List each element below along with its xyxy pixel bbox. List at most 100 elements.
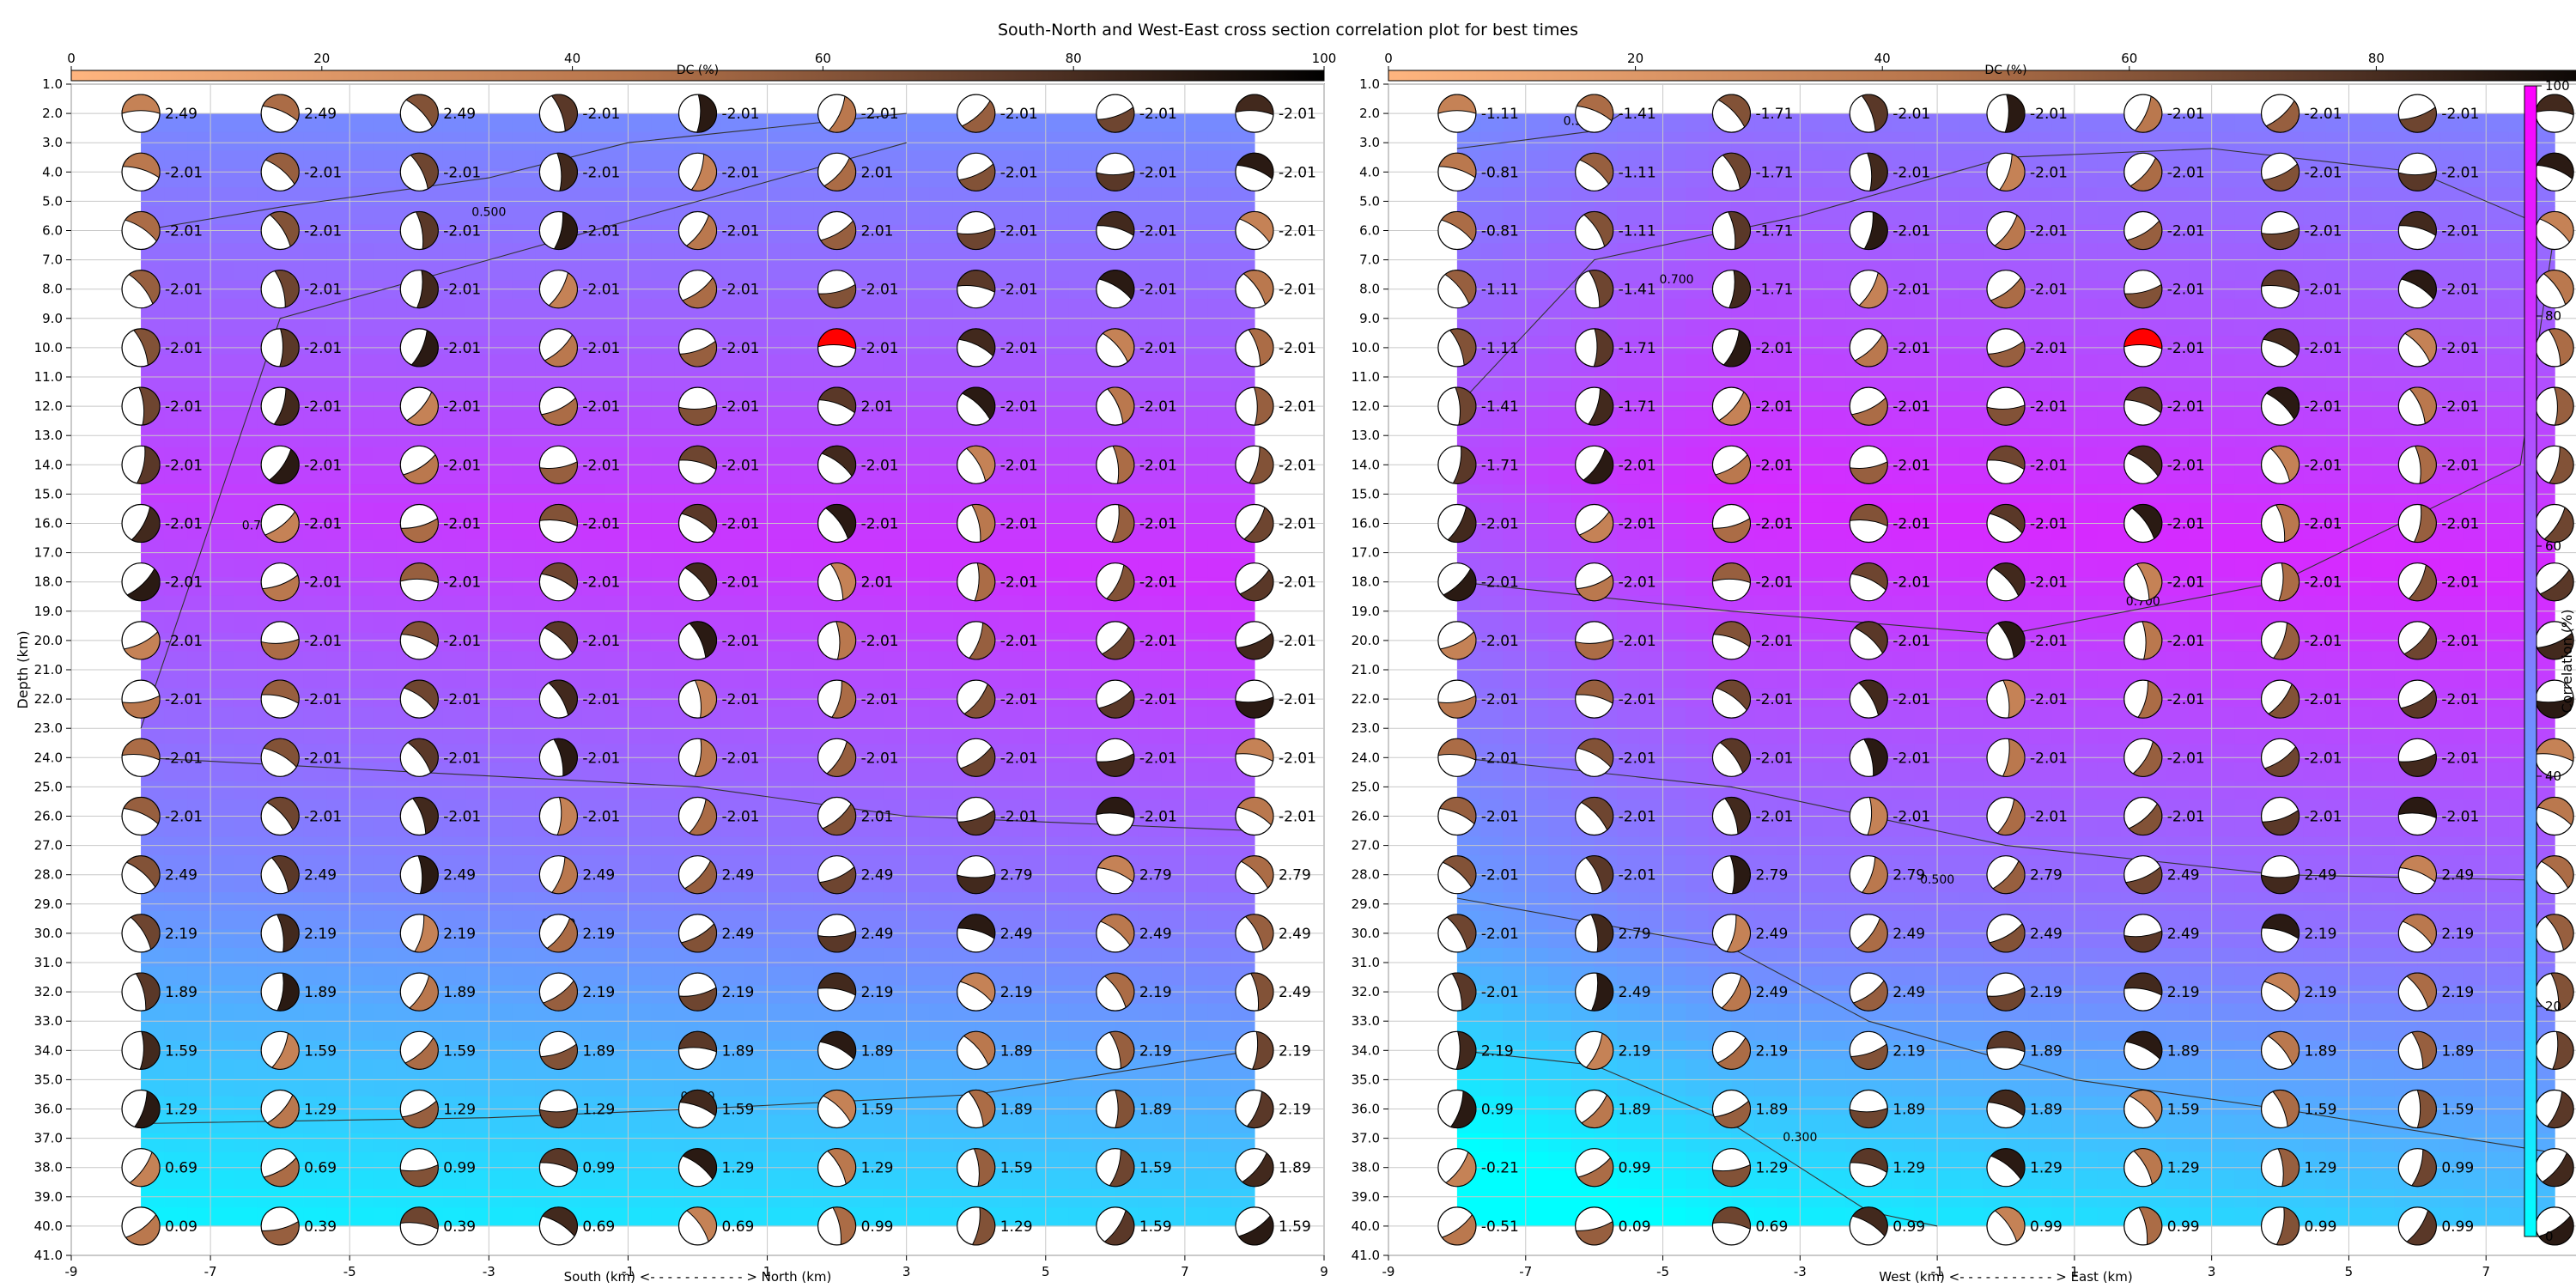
heatmap-cell <box>1207 261 1232 282</box>
heatmap-cell <box>651 150 676 170</box>
heatmap-cell <box>1800 910 1824 930</box>
heatmap-cell <box>1184 373 1209 392</box>
heatmap-cell <box>234 614 258 634</box>
heatmap-cell <box>234 929 258 949</box>
heatmap-cell <box>999 707 1024 726</box>
mechanism-label: -2.01 <box>722 164 760 181</box>
heatmap-cell <box>929 317 954 337</box>
heatmap-cell <box>373 892 397 912</box>
heatmap-cell <box>790 1022 815 1042</box>
heatmap-cell <box>581 150 606 170</box>
heatmap-cell <box>373 1115 397 1134</box>
heatmap-cell <box>558 187 583 207</box>
dc-colorbar-tick-label: 40 <box>564 51 580 66</box>
heatmap-cell <box>1138 1022 1163 1042</box>
heatmap-cell <box>187 261 211 282</box>
heatmap-cell <box>1207 577 1232 597</box>
heatmap-cell <box>164 595 188 615</box>
heatmap-cell <box>512 224 536 244</box>
heatmap-cell <box>210 595 234 615</box>
heatmap-cell <box>1822 577 1847 597</box>
heatmap-cell <box>1686 762 1710 782</box>
heatmap-cell <box>929 502 954 522</box>
beach-ball <box>121 738 161 777</box>
heatmap-cell <box>1068 1207 1093 1227</box>
heatmap-cell <box>234 744 258 763</box>
heatmap-cell <box>605 243 629 263</box>
heatmap-cell <box>1184 910 1209 930</box>
heatmap-cell <box>1777 651 1801 671</box>
heatmap-cell <box>234 651 258 671</box>
heatmap-cell <box>512 1133 536 1153</box>
heatmap-cell <box>1708 539 1733 560</box>
heatmap-cell <box>1662 1207 1686 1227</box>
heatmap-cell <box>489 150 513 170</box>
y-tick-label: 9.0 <box>42 311 63 326</box>
heatmap-cell <box>1138 299 1163 319</box>
heatmap-cell <box>349 392 374 411</box>
mechanism-label: 2.19 <box>1139 1042 1172 1060</box>
heatmap-cell <box>326 280 350 300</box>
heatmap-cell <box>210 224 234 244</box>
heatmap-cell <box>581 521 606 541</box>
beach-ball <box>538 328 578 368</box>
heatmap-cell <box>234 168 258 189</box>
heatmap-cell <box>1548 502 1572 522</box>
heatmap-cell <box>442 836 466 856</box>
mechanism-label: 1.89 <box>1000 1042 1033 1060</box>
heatmap-cell <box>303 131 327 151</box>
heatmap-cell <box>465 1022 489 1042</box>
heatmap-cell <box>442 280 466 300</box>
heatmap-cell <box>1068 150 1093 170</box>
beach-ball <box>399 386 439 426</box>
heatmap-cell <box>210 280 234 300</box>
heatmap-cell <box>373 762 397 782</box>
beach-ball <box>260 386 300 426</box>
heatmap-cell <box>210 1059 234 1078</box>
heatmap-cell <box>929 299 954 319</box>
heatmap-cell <box>489 299 513 319</box>
heatmap-cell <box>164 929 188 949</box>
heatmap-cell <box>349 539 374 560</box>
heatmap-cell <box>1548 354 1572 374</box>
heatmap-cell <box>164 224 188 244</box>
heatmap-cell <box>326 929 350 949</box>
mechanism-label: 1.59 <box>1139 1218 1172 1236</box>
heatmap-cell <box>581 1003 606 1023</box>
heatmap-cell <box>1525 299 1550 319</box>
heatmap-cell <box>326 317 350 337</box>
heatmap-cell <box>164 1003 188 1023</box>
heatmap-cell <box>465 1078 489 1097</box>
heatmap-cell <box>651 1115 676 1134</box>
heatmap-cell <box>1068 206 1093 226</box>
heatmap-cell <box>1207 1115 1232 1134</box>
heatmap-cell <box>257 187 281 207</box>
heatmap-cell <box>883 707 908 726</box>
mechanism-label: 2.19 <box>861 984 894 1001</box>
heatmap-cell <box>790 447 815 467</box>
heatmap-cell <box>465 762 489 782</box>
heatmap-cell <box>767 651 792 671</box>
heatmap-cell <box>790 1059 815 1078</box>
mechanism-label: 1.89 <box>165 984 197 1001</box>
heatmap-cell <box>1822 428 1847 448</box>
heatmap-cell <box>1091 539 1116 560</box>
heatmap-cell <box>651 817 676 837</box>
heatmap-cell <box>790 521 815 541</box>
heatmap-cell <box>1068 1003 1093 1023</box>
heatmap-cell <box>744 966 769 986</box>
heatmap-cell <box>210 558 234 578</box>
mechanism-label: -2.01 <box>1279 574 1316 592</box>
heatmap-cell <box>396 836 420 856</box>
mechanism-label: 1.59 <box>165 1042 197 1060</box>
heatmap-cell <box>489 595 513 615</box>
heatmap-cell <box>1068 966 1093 986</box>
heatmap-cell <box>465 558 489 578</box>
heatmap-cell <box>1822 929 1847 949</box>
heatmap-cell <box>1207 966 1232 986</box>
heatmap-cell <box>1686 317 1710 337</box>
heatmap-cell <box>1548 299 1572 319</box>
heatmap-cell <box>489 817 513 837</box>
mechanism-label: -2.01 <box>1139 164 1177 181</box>
heatmap-cell <box>303 836 327 856</box>
